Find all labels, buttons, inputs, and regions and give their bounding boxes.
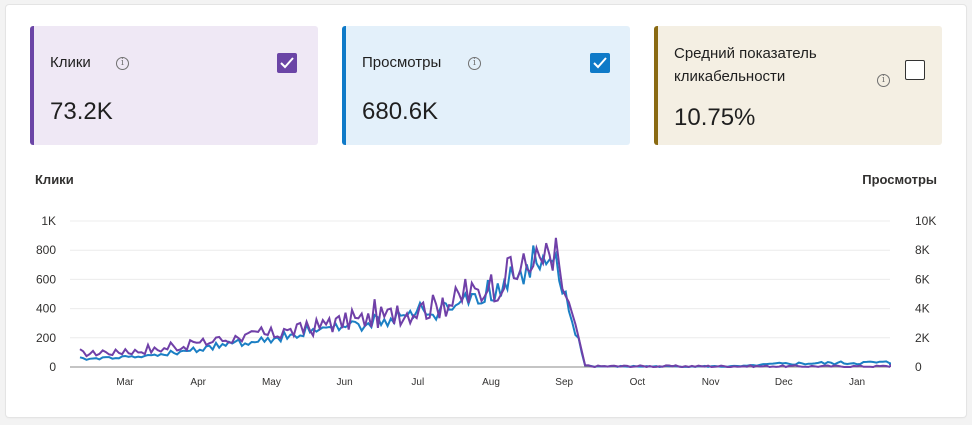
left-tick-label: 1K <box>41 214 56 228</box>
month-tick-label: Dec <box>775 377 793 388</box>
month-tick-label: Jul <box>411 377 424 388</box>
month-tick-label: Aug <box>482 377 500 388</box>
month-tick-label: Nov <box>702 377 720 388</box>
right-tick-label: 2K <box>915 331 930 345</box>
impressions-card[interactable]: Просмотры i 680.6K <box>342 26 630 145</box>
left-tick-label: 800 <box>36 243 56 257</box>
clicks-card-label: Клики <box>50 54 91 71</box>
right-tick-label: 0 <box>915 360 922 374</box>
right-tick-label: 10K <box>915 214 936 228</box>
month-tick-label: Jan <box>849 377 865 388</box>
info-icon[interactable]: i <box>116 57 129 70</box>
left-axis-title: Клики <box>35 172 74 187</box>
right-tick-label: 4K <box>915 302 930 316</box>
ctr-card-label-line2: кликабельности <box>674 68 786 85</box>
clicks-checkbox[interactable] <box>277 53 297 73</box>
impressions-checkbox[interactable] <box>590 53 610 73</box>
info-icon[interactable]: i <box>877 74 890 87</box>
right-axis-ticks: 0 2K 4K 6K 8K 10K <box>915 214 936 374</box>
month-tick-label: Apr <box>190 377 206 388</box>
month-axis-ticks: Mar Apr May Jun Jul Aug Sep Oct Nov Dec Jan <box>116 377 865 388</box>
month-tick-label: May <box>262 377 281 388</box>
right-axis-title: Просмотры <box>862 172 937 187</box>
impressions-value: 680.6K <box>362 98 439 125</box>
impressions-card-label: Просмотры <box>362 54 442 71</box>
ctr-value: 10.75% <box>674 104 756 131</box>
ctr-card-label-line1: Средний показатель <box>674 45 817 62</box>
chart-grid <box>70 220 890 368</box>
ctr-checkbox[interactable] <box>905 60 925 80</box>
left-tick-label: 0 <box>49 360 56 374</box>
month-tick-label: Jun <box>337 377 353 388</box>
left-tick-label: 400 <box>36 302 56 316</box>
left-tick-label: 600 <box>36 272 56 286</box>
impressions-series-line <box>79 245 891 369</box>
right-tick-label: 6K <box>915 272 930 286</box>
ctr-card[interactable]: Средний показатель кликабельности i 10.7… <box>654 26 942 145</box>
clicks-card[interactable]: Клики i 73.2K <box>30 26 318 145</box>
left-axis-ticks: 0 200 400 600 800 1K <box>36 214 56 374</box>
info-icon[interactable]: i <box>468 57 481 70</box>
month-tick-label: Mar <box>116 377 134 388</box>
right-tick-label: 8K <box>915 243 930 257</box>
left-tick-label: 200 <box>36 331 56 345</box>
month-tick-label: Sep <box>555 377 573 388</box>
month-tick-label: Oct <box>630 377 646 388</box>
clicks-value: 73.2K <box>50 98 113 125</box>
clicks-series-line <box>79 237 891 369</box>
